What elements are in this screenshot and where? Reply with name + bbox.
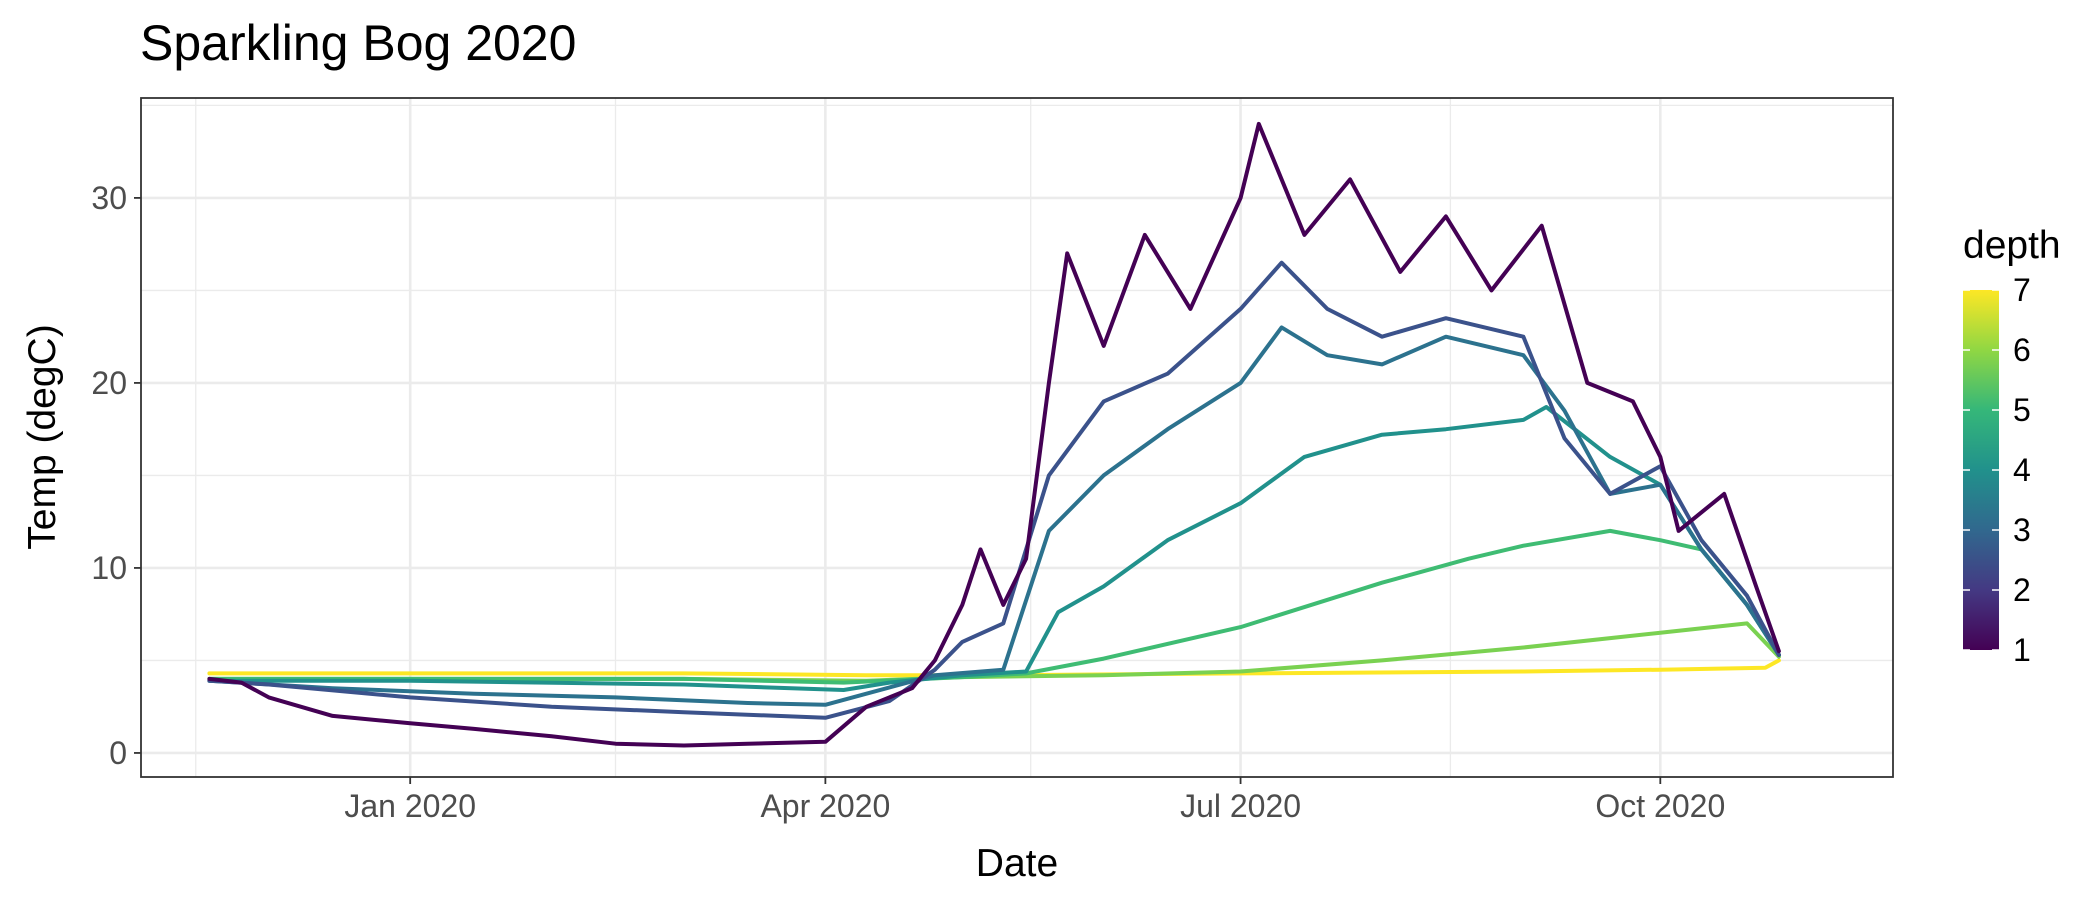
series-line-depth-1 [207,121,1781,748]
legend: 1 2 3 4 5 6 7 [1963,272,2031,668]
y-tick-label: 20 [91,365,127,401]
plot-border [140,97,1894,778]
legend-label: 6 [2013,332,2031,368]
chart-title: Sparkling Bog 2020 [140,15,576,71]
x-axis-title: Date [976,842,1058,885]
y-tick-label: 30 [91,180,127,216]
legend-label: 3 [2013,512,2031,548]
y-axis-title: Temp (degC) [21,324,64,549]
x-tick-label: Apr 2020 [760,788,890,824]
legend-title: depth [1963,224,2061,267]
y-axis: 0 10 20 30 [91,180,141,771]
legend-label: 7 [2013,272,2031,308]
x-tick-label: Jan 2020 [344,788,476,824]
plot-area [207,121,1781,748]
series-line-depth-3 [207,325,1781,707]
legend-label: 5 [2013,392,2031,428]
x-tick-label: Oct 2020 [1595,788,1725,824]
x-tick-label: Jul 2020 [1180,788,1301,824]
grid-major [141,98,1893,777]
series-line-depth-5 [207,528,1781,685]
legend-label: 2 [2013,572,2031,608]
plot-panel [141,98,1893,777]
series-line-depth-2 [207,260,1781,720]
y-tick-label: 10 [91,550,127,586]
x-axis: Jan 2020 Apr 2020 Jul 2020 Oct 2020 [344,777,1725,824]
y-tick-label: 0 [109,735,127,771]
legend-label: 4 [2013,452,2031,488]
legend-label: 1 [2013,632,2031,668]
